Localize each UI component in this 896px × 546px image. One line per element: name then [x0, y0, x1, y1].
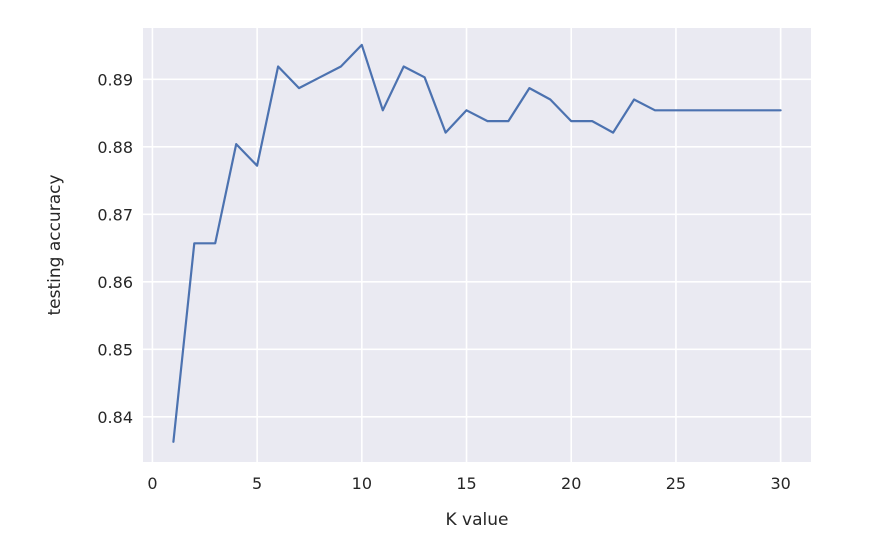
y-tick-labels: 0.84 0.85 0.86 0.87 0.88 0.89	[97, 70, 133, 426]
series-line	[172, 43, 782, 443]
x-tick-label: 30	[770, 474, 790, 493]
x-axis-label: K value	[446, 510, 509, 530]
x-tick-label: 5	[252, 474, 262, 493]
x-tick-label: 15	[456, 474, 476, 493]
y-tick-label: 0.87	[97, 205, 133, 224]
y-tick-label: 0.84	[97, 408, 133, 427]
y-tick-label: 0.88	[97, 138, 133, 157]
y-axis-label: testing accuracy	[45, 174, 65, 315]
y-tick-label: 0.86	[97, 273, 133, 292]
x-gridlines	[151, 28, 782, 462]
x-tick-labels: 0 5 10 15 20 25 30	[147, 474, 790, 493]
x-tick-label: 0	[147, 474, 157, 493]
y-gridlines	[143, 78, 811, 418]
plot-background	[143, 28, 811, 462]
x-tick-label: 25	[666, 474, 686, 493]
x-tick-label: 20	[561, 474, 581, 493]
y-tick-label: 0.85	[97, 340, 133, 359]
x-tick-label: 10	[352, 474, 372, 493]
y-tick-label: 0.89	[97, 70, 133, 89]
series-group	[172, 43, 782, 443]
